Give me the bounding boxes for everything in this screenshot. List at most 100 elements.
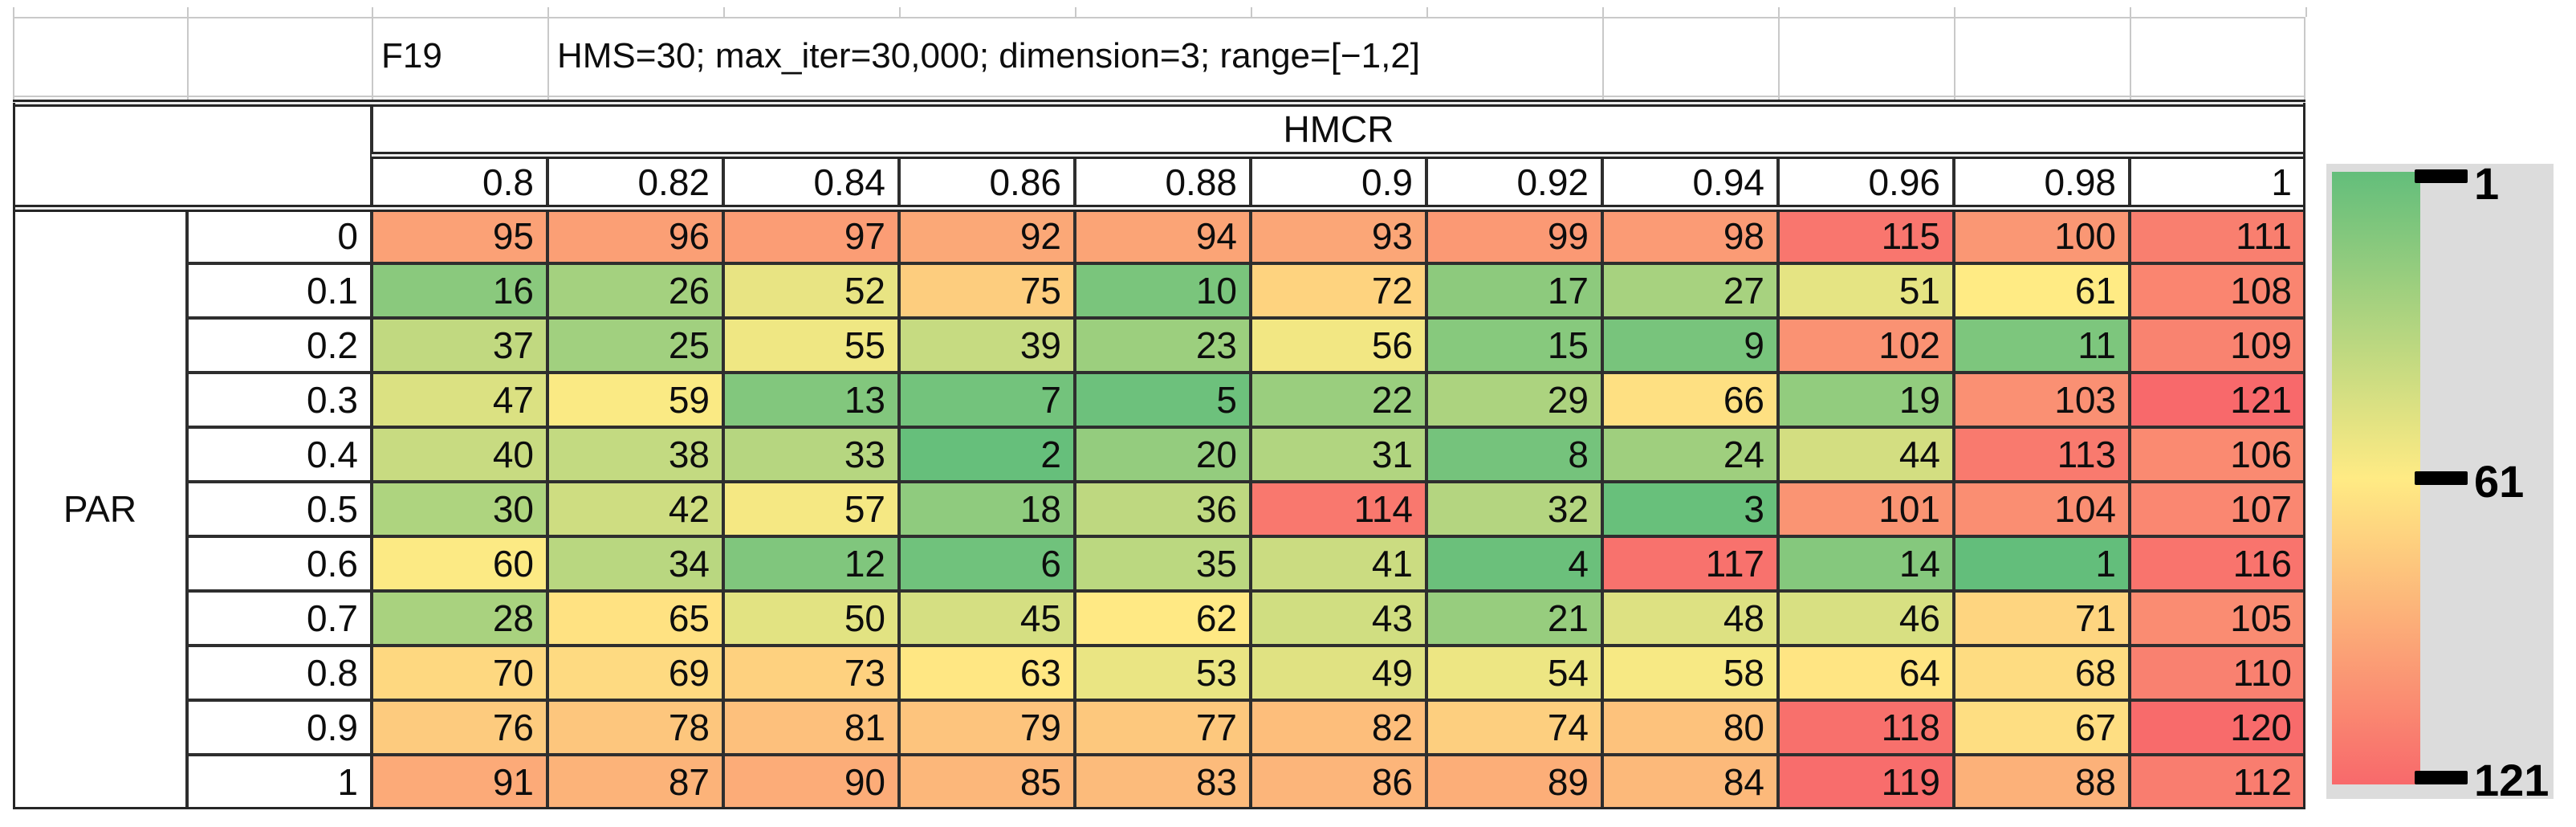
par-value-header: 0.4	[187, 427, 372, 482]
hmcr-value-header: 0.86	[899, 155, 1075, 209]
heatmap-cell: 78	[547, 700, 723, 755]
par-value-header: 1	[187, 755, 372, 809]
par-value-header: 0.5	[187, 482, 372, 536]
heatmap-cell: 23	[1075, 318, 1251, 373]
heatmap-cell: 92	[899, 209, 1075, 263]
gridline	[1602, 17, 1604, 100]
heatmap-cell: 5	[1075, 373, 1251, 427]
gridline	[1602, 7, 1604, 17]
heatmap-cell: 120	[2130, 700, 2305, 755]
heatmap-cell: 88	[1954, 755, 2130, 809]
heatmap-cell: 84	[1602, 755, 1778, 809]
heatmap-cell: 22	[1251, 373, 1426, 427]
heatmap-cell: 1	[1954, 536, 2130, 591]
heatmap-cell: 38	[547, 427, 723, 482]
heatmap-cell: 66	[1602, 373, 1778, 427]
heatmap-cell: 70	[372, 646, 547, 700]
heatmap-cell: 86	[1251, 755, 1426, 809]
heatmap-cell: 17	[1426, 263, 1602, 318]
heatmap-cell: 33	[723, 427, 899, 482]
heatmap-cell: 52	[723, 263, 899, 318]
heatmap-cell: 50	[723, 591, 899, 646]
heatmap-cell: 73	[723, 646, 899, 700]
gridline	[13, 7, 14, 17]
heatmap-cell: 103	[1954, 373, 2130, 427]
heatmap-cell: 80	[1602, 700, 1778, 755]
gridline	[1954, 7, 1955, 17]
hmcr-value-header: 0.82	[547, 155, 723, 209]
heatmap-cell: 48	[1602, 591, 1778, 646]
heatmap-cell: 75	[899, 263, 1075, 318]
gridline	[1778, 17, 1780, 100]
heatmap-cell: 55	[723, 318, 899, 373]
gridline	[13, 96, 2305, 97]
heatmap-cell: 36	[1075, 482, 1251, 536]
heatmap-cell: 61	[1954, 263, 2130, 318]
heatmap-cell: 20	[1075, 427, 1251, 482]
heatmap-cell: 110	[2130, 646, 2305, 700]
heatmap-cell: 7	[899, 373, 1075, 427]
par-value-header: 0.2	[187, 318, 372, 373]
heatmap-cell: 51	[1778, 263, 1954, 318]
par-value-header: 0	[187, 209, 372, 263]
heatmap-cell: 31	[1251, 427, 1426, 482]
heatmap-cell: 85	[899, 755, 1075, 809]
heatmap-cell: 100	[1954, 209, 2130, 263]
heatmap-cell: 117	[1602, 536, 1778, 591]
heatmap-cell: 69	[547, 646, 723, 700]
gridline	[2130, 17, 2131, 100]
heatmap-cell: 97	[723, 209, 899, 263]
hmcr-bottom-double-rule	[372, 152, 2305, 159]
heatmap-cell: 119	[1778, 755, 1954, 809]
header-top-double-rule	[13, 100, 2305, 107]
heatmap-cell: 43	[1251, 591, 1426, 646]
heatmap-cell: 63	[899, 646, 1075, 700]
heatmap-cell: 105	[2130, 591, 2305, 646]
heatmap-cell: 59	[547, 373, 723, 427]
heatmap-cell: 13	[723, 373, 899, 427]
heatmap-cell: 14	[1778, 536, 1954, 591]
heatmap-cell: 58	[1602, 646, 1778, 700]
heatmap-cell: 101	[1778, 482, 1954, 536]
heatmap-cell: 15	[1426, 318, 1602, 373]
heatmap-cell: 44	[1778, 427, 1954, 482]
gridline	[899, 7, 901, 17]
heatmap-cell: 115	[1778, 209, 1954, 263]
heatmap-cell: 47	[372, 373, 547, 427]
heatmap-cell: 72	[1251, 263, 1426, 318]
heatmap-cell: 114	[1251, 482, 1426, 536]
heatmap-cell: 26	[547, 263, 723, 318]
heatmap-cell: 118	[1778, 700, 1954, 755]
heatmap-cell: 98	[1602, 209, 1778, 263]
heatmap-cell: 21	[1426, 591, 1602, 646]
gridline	[547, 7, 549, 17]
hmcr-value-header: 0.92	[1426, 155, 1602, 209]
heatmap-cell: 2	[899, 427, 1075, 482]
heatmap-cell: 30	[372, 482, 547, 536]
heatmap-cell: 4	[1426, 536, 1602, 591]
heatmap-cell: 79	[899, 700, 1075, 755]
gridline	[2305, 7, 2307, 17]
hmcr-value-header: 0.84	[723, 155, 899, 209]
heatmap-cell: 9	[1602, 318, 1778, 373]
gridline	[13, 17, 14, 100]
heatmap-cell: 82	[1251, 700, 1426, 755]
heatmap-cell: 93	[1251, 209, 1426, 263]
heatmap-cell: 91	[372, 755, 547, 809]
heatmap-cell: 57	[723, 482, 899, 536]
heatmap-cell: 10	[1075, 263, 1251, 318]
heatmap-cell: 25	[547, 318, 723, 373]
heatmap-cell: 106	[2130, 427, 2305, 482]
heatmap-cell: 42	[547, 482, 723, 536]
gridline	[2304, 17, 2305, 100]
legend-tick-label: 1	[2474, 158, 2500, 209]
legend-tick-label: 61	[2474, 456, 2525, 507]
heatmap-cell: 18	[899, 482, 1075, 536]
heatmap-cell: 71	[1954, 591, 2130, 646]
heatmap-cell: 102	[1778, 318, 1954, 373]
gridline	[187, 7, 189, 17]
heatmap-cell: 108	[2130, 263, 2305, 318]
hmcr-value-header: 1	[2130, 155, 2305, 209]
run-settings-cell: HMS=30; max_iter=30,000; dimension=3; ra…	[557, 36, 1421, 75]
